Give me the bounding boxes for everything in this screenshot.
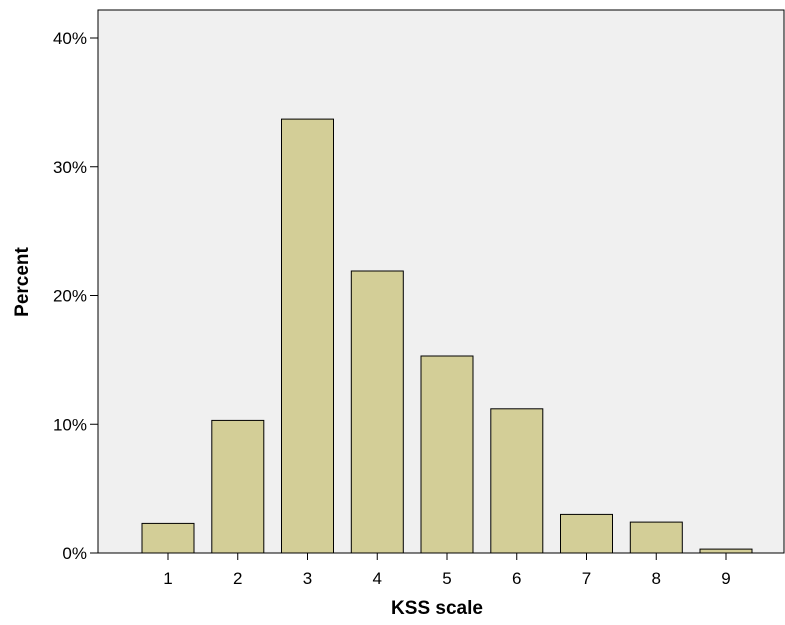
bar-9: [699, 548, 753, 554]
x-tick-label: 8: [652, 569, 661, 588]
y-tick-label: 10%: [53, 415, 87, 434]
y-tick-label: 20%: [53, 287, 87, 306]
y-axis: 0% 10% 20% 30% 40%: [53, 29, 98, 563]
x-tick-label: 6: [512, 569, 521, 588]
x-tick-label: 9: [721, 569, 730, 588]
x-tick-label: 2: [233, 569, 242, 588]
bar-7: [560, 513, 613, 554]
x-tick-label: 4: [373, 569, 382, 588]
bar-8: [629, 521, 683, 554]
bar-5: [420, 355, 474, 554]
bar-6: [490, 408, 544, 554]
y-tick-label: 30%: [53, 158, 87, 177]
bar-2: [211, 419, 265, 554]
bars: [141, 118, 753, 554]
y-tick-label: 0%: [62, 544, 87, 563]
bar-4: [350, 270, 404, 554]
y-tick-label: 40%: [53, 29, 87, 48]
bar-1: [141, 522, 195, 554]
x-tick-label: 1: [163, 569, 172, 588]
bar-3: [281, 118, 334, 554]
x-tick-label: 7: [582, 569, 591, 588]
x-tick-label: 3: [303, 569, 312, 588]
y-axis-title: Percent: [12, 246, 33, 316]
x-axis: 1 2 3 4 5 6 7 8 9: [163, 553, 731, 588]
x-axis-title: KSS scale: [391, 598, 483, 619]
x-tick-label: 5: [442, 569, 451, 588]
